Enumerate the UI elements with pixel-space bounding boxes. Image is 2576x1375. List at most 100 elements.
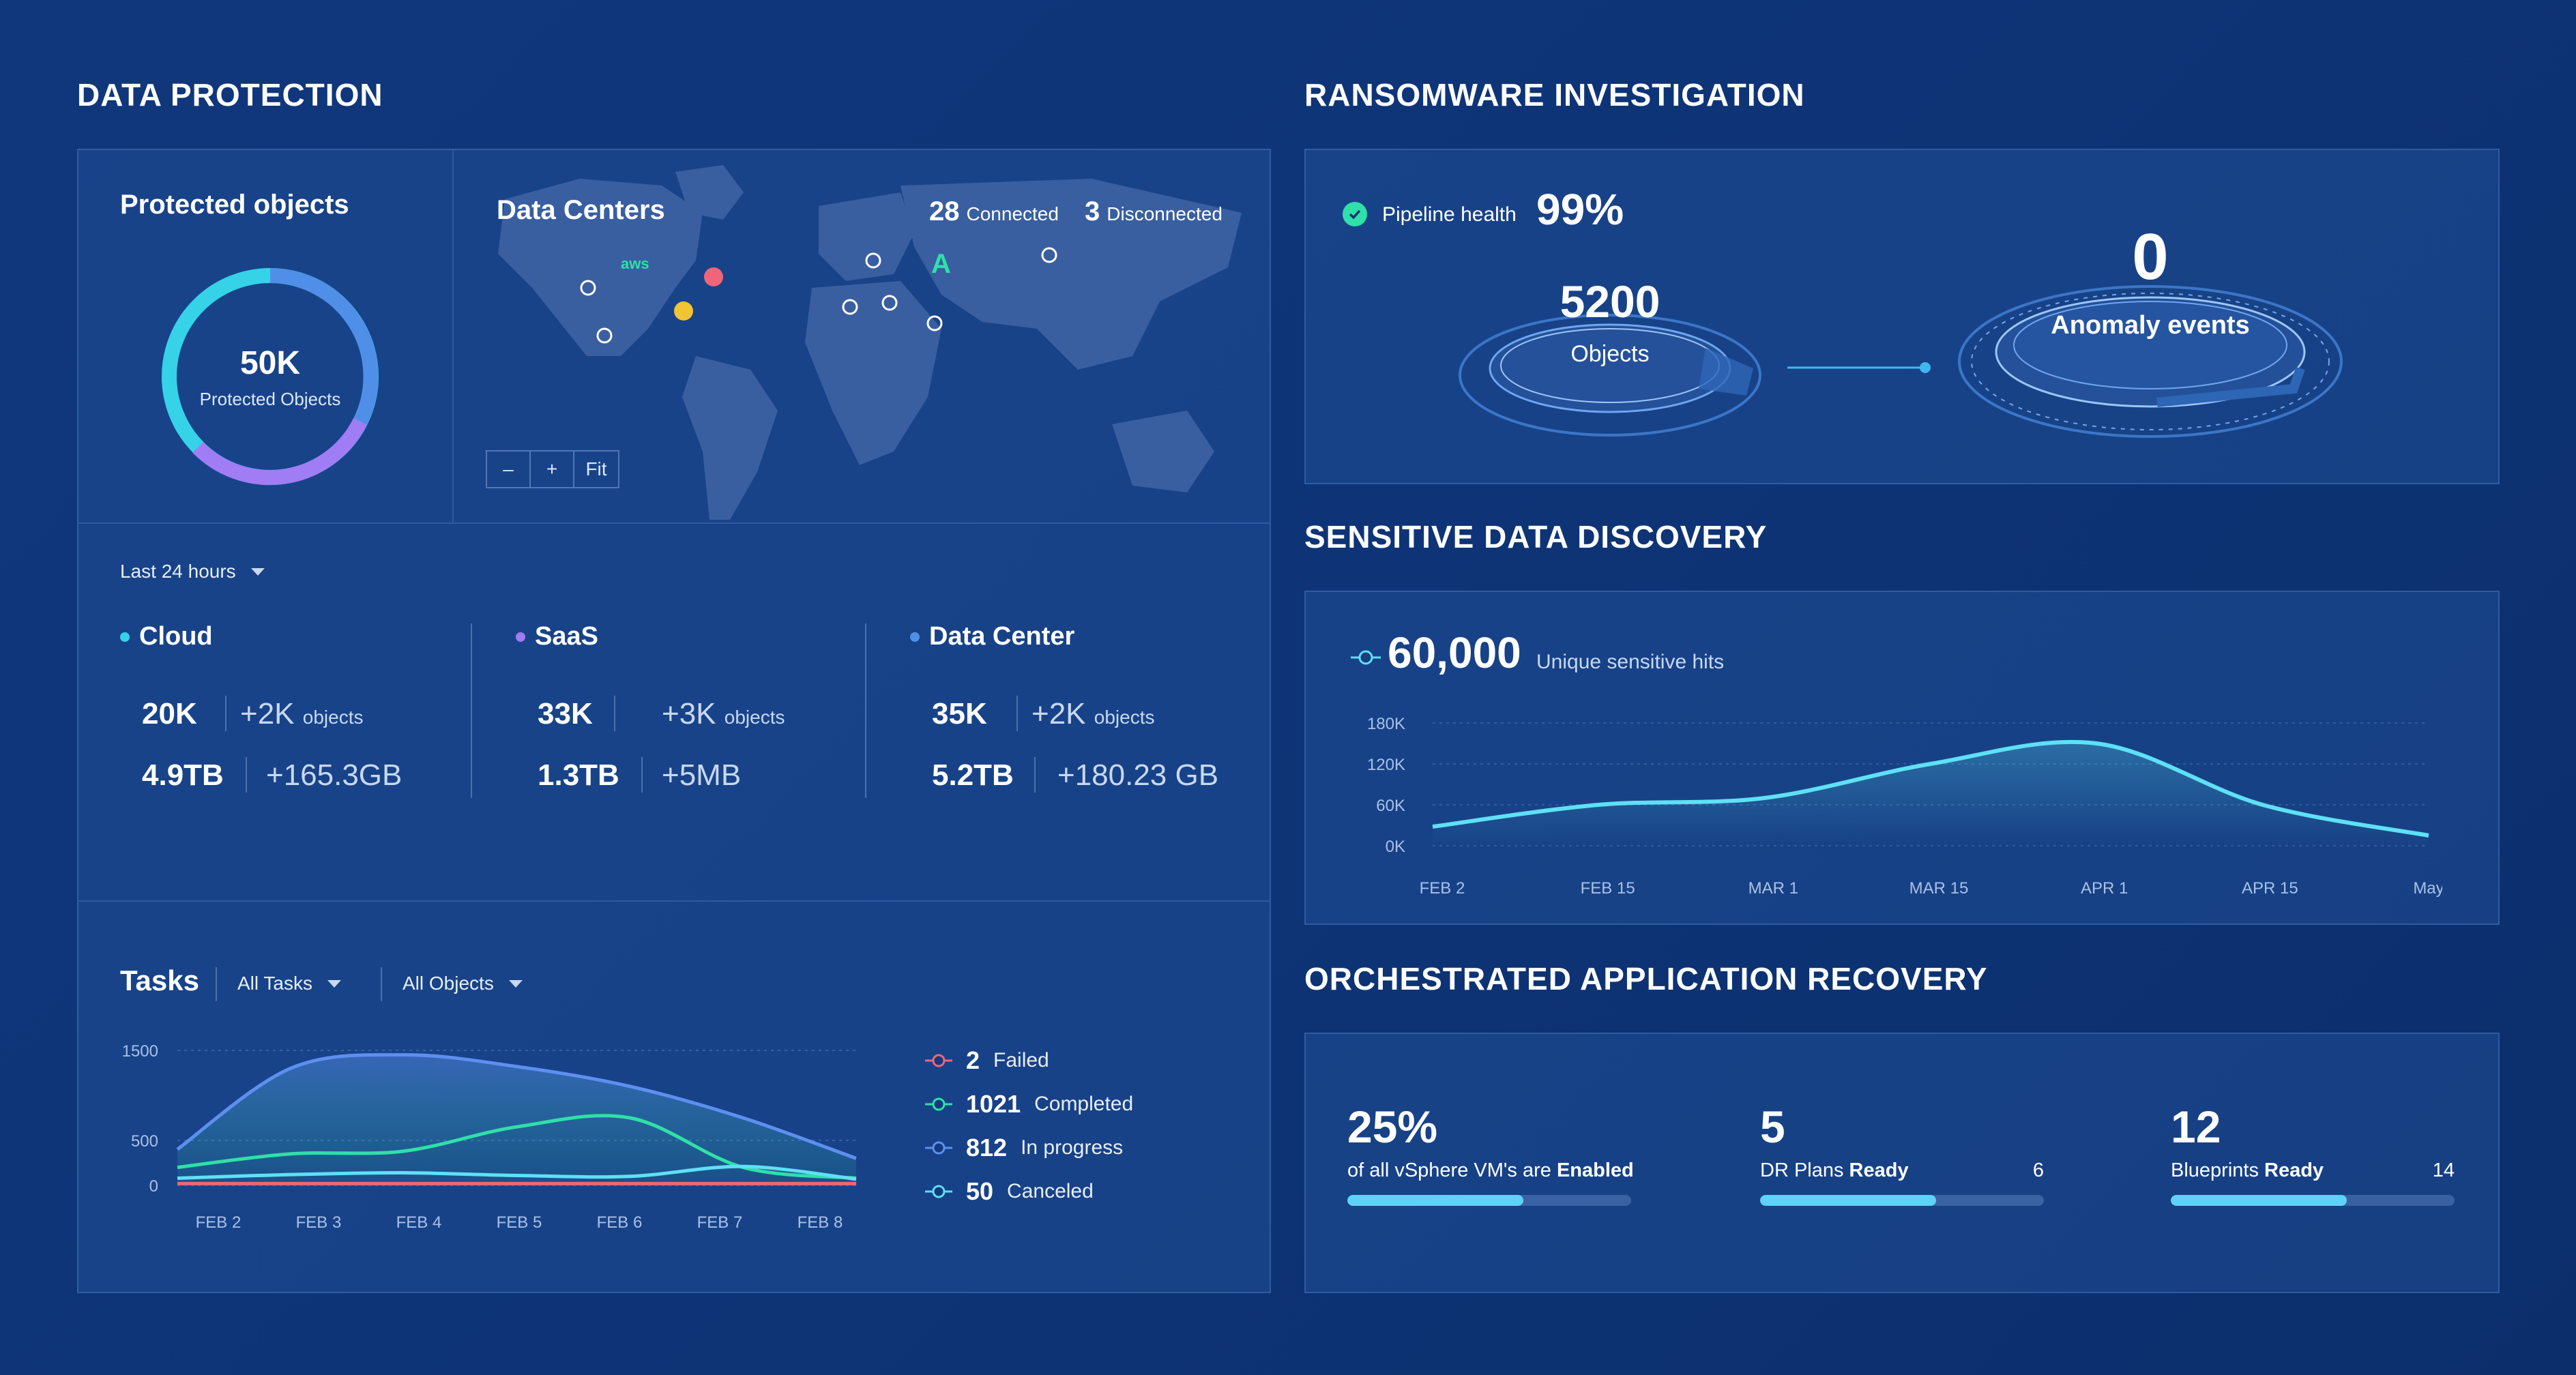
zoom-in-button[interactable]: +	[531, 452, 574, 487]
objects-label: Objects	[1570, 341, 1650, 367]
protected-objects-value: 50K	[239, 345, 301, 381]
stat-name-cloud: Cloud	[139, 622, 213, 651]
connector-line	[1787, 362, 1931, 373]
cloud-count-delta: +2K objects	[240, 697, 364, 730]
cloud-size: 4.9TB	[142, 758, 224, 792]
ransomware-title: RANSOMWARE INVESTIGATION	[1304, 77, 1805, 113]
tasks-title: Tasks	[120, 964, 199, 996]
cloud-dot-icon	[120, 632, 130, 642]
legend-completed-icon	[925, 1097, 952, 1111]
x-tick-label: FEB 15	[1581, 879, 1635, 898]
y-tick-label: 0K	[1386, 838, 1405, 856]
ring-datacenter-segment	[269, 268, 379, 425]
ring-saas-segment	[192, 418, 367, 486]
task-filter-value: All Tasks	[237, 973, 312, 994]
protected-objects-ring	[162, 268, 379, 486]
tasks-chart: 0 500 1500 FEB 2 FEB 3 FEB 4 FEB 5 FEB 6 FEB 7 FE…	[122, 1042, 857, 1232]
anomaly-label: Anomaly events	[2051, 311, 2250, 340]
hits-value: 60,000	[1388, 628, 1521, 677]
legend-failed-icon	[925, 1054, 952, 1067]
separator	[641, 757, 643, 793]
greenland-shape	[675, 165, 744, 220]
cloud-count: 20K	[142, 697, 197, 730]
asia-shape	[901, 179, 1242, 370]
y-tick-label: 120K	[1367, 756, 1405, 774]
stat-header-datacenter: Data Center	[910, 622, 1074, 651]
recovery-panel	[1304, 1033, 2500, 1293]
timeframe-dropdown[interactable]: Last 24 hours	[120, 561, 265, 582]
task-filter-dropdown[interactable]: All Tasks	[237, 973, 341, 994]
sensitive-panel	[1304, 591, 2500, 925]
y-tick-label: 60K	[1376, 797, 1405, 815]
recovery-drplans-progress	[1760, 1195, 2044, 1206]
saas-count-delta: +3K objects	[662, 697, 785, 730]
objects-platform-graphic	[1459, 314, 1761, 437]
data-protection-title: DATA PROTECTION	[77, 77, 383, 113]
connected-count: 28	[929, 196, 960, 226]
timeframe-value: Last 24 hours	[120, 561, 236, 582]
stat-header-cloud: Cloud	[120, 622, 213, 651]
sensitive-title: SENSITIVE DATA DISCOVERY	[1304, 519, 1768, 555]
hits-series-icon	[1351, 650, 1381, 665]
datacenter-count-delta: +2K objects	[1031, 697, 1155, 730]
recovery-title: ORCHESTRATED APPLICATION RECOVERY	[1304, 961, 1988, 996]
x-tick-label: MAR 1	[1748, 879, 1798, 898]
x-tick-label: FEB 7	[697, 1213, 743, 1232]
zoom-out-button[interactable]: –	[487, 452, 531, 487]
x-tick-label: FEB 8	[797, 1213, 843, 1232]
connected-label: Connected	[966, 203, 1059, 224]
legend-in-progress-icon	[925, 1141, 952, 1155]
hits-label: Unique sensitive hits	[1536, 651, 1725, 673]
legend-in-progress-label: In progress	[1021, 1136, 1124, 1159]
x-tick-label: FEB 4	[396, 1213, 442, 1232]
protected-objects-label: Protected Objects	[199, 389, 341, 409]
x-tick-label: FEB 2	[196, 1213, 241, 1232]
stat-header-saas: SaaS	[516, 622, 598, 651]
x-tick-label: FEB 6	[597, 1213, 643, 1232]
recovery-blueprints-progress	[2171, 1195, 2455, 1206]
saas-count: 33K	[538, 697, 593, 730]
series-line	[176, 1053, 857, 1160]
datacenter-count: 35K	[932, 697, 987, 730]
panel-divider-2	[78, 900, 1270, 902]
connected-stat: 28 Connected	[929, 196, 1059, 227]
warning-marker	[674, 301, 693, 321]
world-map: aws A	[498, 165, 1242, 520]
y-tick-label: 1500	[122, 1042, 158, 1061]
chevron-down-icon	[250, 567, 265, 576]
legend-in-progress: 812 In progress	[925, 1134, 1123, 1162]
series-line	[1432, 739, 2429, 838]
legend-failed-label: Failed	[993, 1049, 1049, 1071]
y-tick-label: 180K	[1367, 715, 1405, 733]
datacenter-size-delta: +180.23 GB	[1057, 758, 1219, 792]
recovery-drplans-value: 5	[1760, 1102, 1785, 1152]
recovery-blueprints-total: 14	[2432, 1159, 2455, 1181]
disconnected-stat: 3 Disconnected	[1085, 196, 1223, 227]
stat-column-divider	[865, 623, 866, 798]
separator	[614, 696, 615, 731]
legend-failed: 2 Failed	[925, 1046, 1049, 1075]
datacenter-dot-icon	[910, 632, 920, 642]
object-filter-dropdown[interactable]: All Objects	[402, 973, 523, 994]
separator	[381, 967, 382, 1001]
south-america-shape	[682, 356, 778, 520]
series-line	[177, 1164, 857, 1181]
europe-shape	[819, 192, 914, 281]
australia-shape	[1112, 411, 1214, 492]
separator	[246, 757, 247, 793]
fit-button[interactable]: Fit	[585, 458, 607, 479]
legend-completed: 1021 Completed	[925, 1090, 1133, 1119]
separator	[225, 696, 226, 731]
data-centers-title: Data Centers	[497, 195, 665, 225]
stat-column-divider	[471, 623, 472, 798]
pipeline-health-label: Pipeline health	[1382, 203, 1517, 226]
legend-completed-count: 1021	[966, 1090, 1021, 1118]
legend-in-progress-count: 812	[966, 1134, 1008, 1162]
protected-objects-title: Protected objects	[120, 190, 349, 220]
legend-canceled-count: 50	[966, 1177, 994, 1205]
recovery-drplans-label: DR Plans Ready	[1760, 1159, 1909, 1181]
legend-completed-label: Completed	[1034, 1093, 1134, 1115]
x-tick-label: MAR 15	[1909, 879, 1969, 898]
datacenter-size: 5.2TB	[932, 758, 1014, 792]
sensitive-chart: 0K 60K 120K 180K FEB 2 FEB 15 MAR 1 MAR 15 APR 1…	[1367, 715, 2442, 898]
